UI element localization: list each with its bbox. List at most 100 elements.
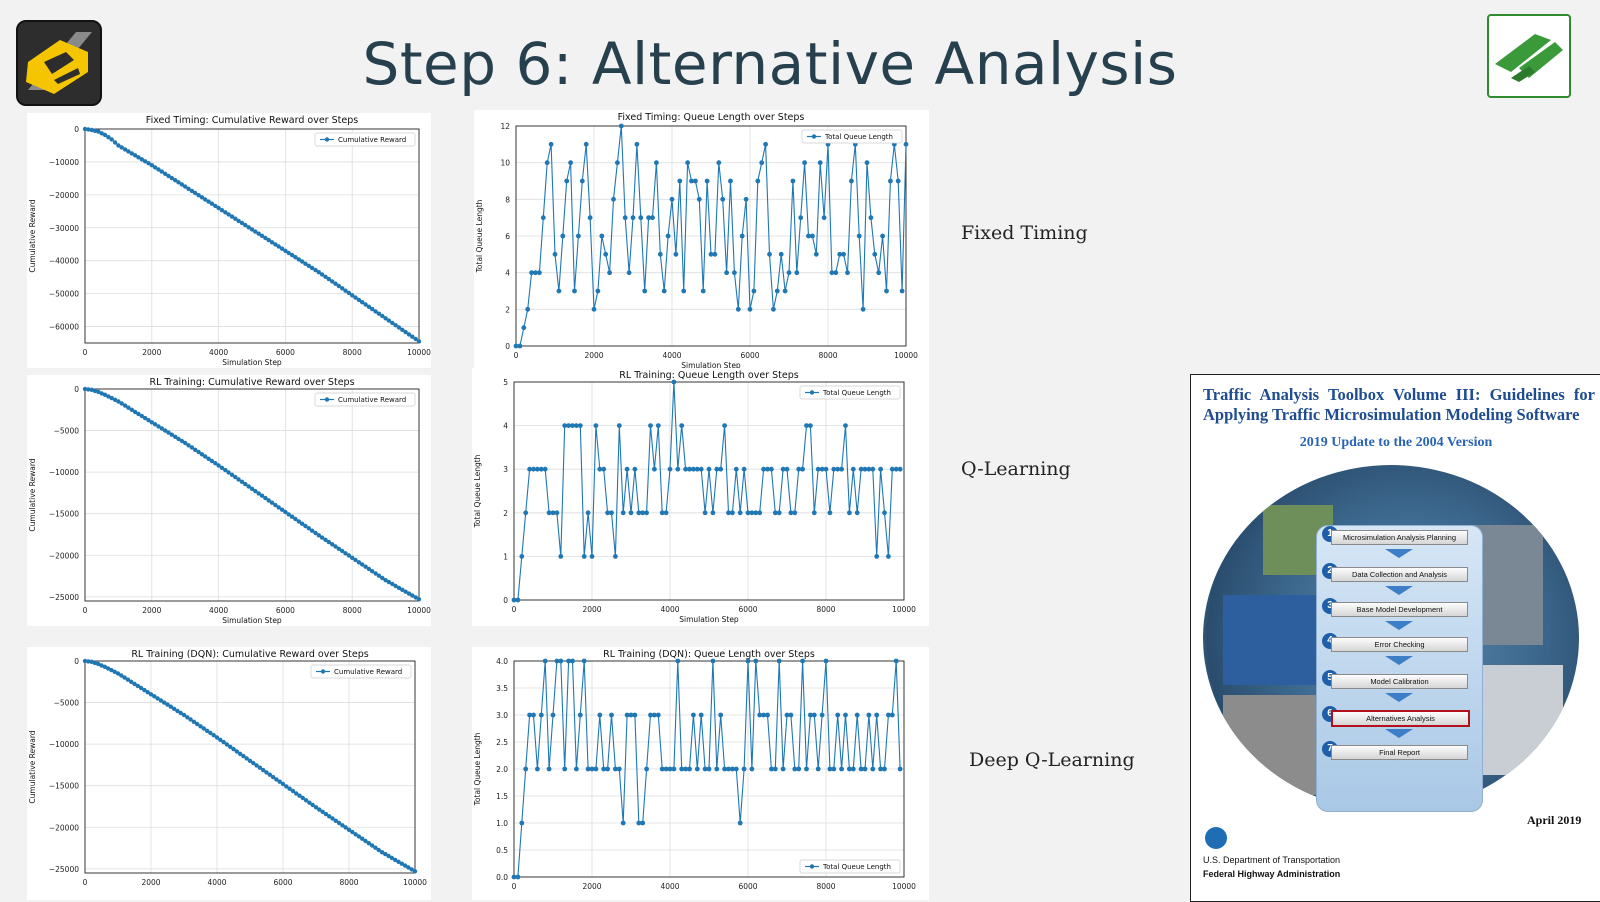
y-tick-label: −10000 [49,468,79,477]
data-point [665,233,671,239]
data-point [839,466,844,472]
data-point [868,215,874,221]
data-point [261,767,266,773]
data-point [129,407,134,412]
data-point [771,306,776,312]
data-point [792,766,798,772]
plot-area [84,388,420,602]
data-point [870,466,876,472]
data-point [171,706,177,711]
data-point [96,661,101,667]
data-point [616,766,622,772]
data-point [340,548,345,554]
data-point [886,554,891,559]
legend-marker [320,669,326,674]
data-point [786,270,792,276]
data-point [843,423,848,428]
chart-title: RL Training: Queue Length over Steps [619,370,798,381]
data-point [531,466,536,472]
data-point [132,681,137,687]
data-point [749,766,755,772]
y-tick-label: −60000 [49,323,79,332]
x-tick-label: 4000 [209,606,228,615]
data-point [591,306,597,312]
data-point [788,712,794,718]
data-point [849,178,854,184]
data-point [109,395,114,401]
data-point [274,777,279,782]
data-point [233,216,238,221]
y-tick-label: 1.0 [496,819,508,828]
x-tick-label: 0 [83,878,88,887]
data-point [360,836,365,841]
fhwa-logo-icon [1487,14,1571,98]
data-point [716,160,722,166]
data-point [115,671,121,676]
data-point [601,766,607,772]
data-point [135,683,140,689]
data-point [903,141,909,147]
data-point [882,510,887,516]
data-point [211,733,216,738]
legend-marker [324,137,330,142]
x-tick-label: 6000 [740,351,759,360]
step-arrow-icon [1385,621,1413,630]
data-point [780,466,786,472]
data-point [679,423,685,428]
data-point [819,466,825,472]
legend-label: Total Queue Length [824,133,893,141]
toolbox-logo-icon [16,20,102,106]
data-point [218,737,223,742]
data-point [350,293,355,298]
x-tick-label: 4000 [662,351,681,360]
data-point [286,512,291,517]
data-point [293,255,298,260]
x-tick-label: 2000 [142,606,161,615]
data-point [224,742,230,747]
data-point [393,857,398,863]
y-tick-label: 3 [503,465,508,474]
x-tick-label: 2000 [584,351,603,360]
x-tick-label: 6000 [738,882,757,891]
data-point [882,766,887,772]
data-point [356,560,362,565]
data-point [389,855,395,861]
data-point [148,692,154,697]
data-point [675,466,681,472]
data-point [615,160,620,166]
data-point [792,510,798,516]
data-point [409,867,414,872]
chart-title: RL Training (DQN): Queue Length over Ste… [603,649,815,660]
chart-dqn-reward: RL Training (DQN): Cumulative Reward ove… [27,647,431,900]
data-point [333,281,338,286]
data-point [231,746,236,752]
x-tick-label: 0 [512,605,517,614]
x-tick-label: 10000 [407,348,431,357]
x-tick-label: 0 [514,351,519,360]
x-tick-label: 4000 [660,882,679,891]
data-point [702,766,708,772]
data-point [336,820,342,826]
data-point [373,571,378,576]
x-tick-label: 2000 [142,348,161,357]
cover-department: U.S. Department of Transportation [1203,855,1341,865]
data-point [550,712,556,718]
y-tick-label: −15000 [49,782,79,791]
data-point [259,493,265,498]
data-point [353,832,358,837]
data-point [310,802,315,808]
data-point [747,306,753,312]
data-point [306,526,311,531]
plot-area [513,381,905,601]
y-tick-label: 0.0 [496,873,508,882]
data-point [802,160,807,166]
data-point [650,215,655,221]
data-point [878,466,883,472]
step-arrow-icon [1385,693,1413,702]
data-point [396,585,402,591]
data-point [116,399,121,404]
data-point [525,306,531,312]
data-point [198,724,203,729]
data-point [628,712,634,718]
data-point [730,766,735,772]
